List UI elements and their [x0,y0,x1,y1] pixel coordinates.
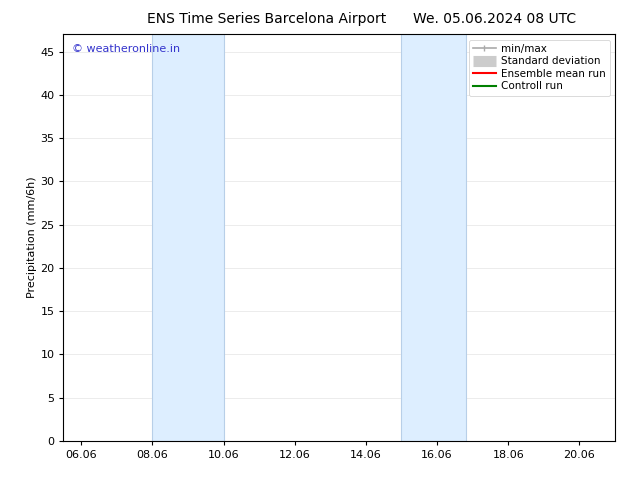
Text: We. 05.06.2024 08 UTC: We. 05.06.2024 08 UTC [413,12,576,26]
Legend: min/max, Standard deviation, Ensemble mean run, Controll run: min/max, Standard deviation, Ensemble me… [469,40,610,96]
Bar [152,34,224,441]
Text: ENS Time Series Barcelona Airport: ENS Time Series Barcelona Airport [146,12,386,26]
Bar [401,34,465,441]
Y-axis label: Precipitation (mm/6h): Precipitation (mm/6h) [27,177,37,298]
Text: © weatheronline.in: © weatheronline.in [72,45,180,54]
